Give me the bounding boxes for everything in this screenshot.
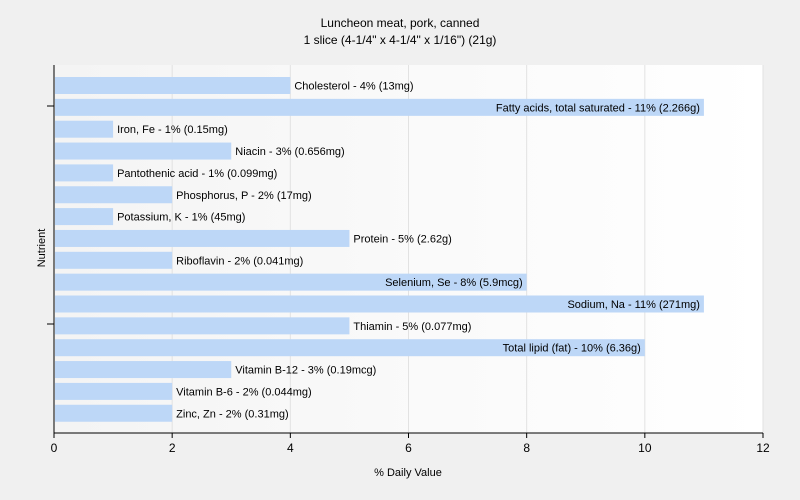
- chart-subtitle: 1 slice (4-1/4" x 4-1/4" x 1/16") (21g): [304, 33, 497, 47]
- bar-label: Protein - 5% (2.62g): [353, 233, 451, 245]
- x-tick-label: 6: [405, 441, 412, 455]
- bar: [55, 382, 173, 400]
- bar: [55, 404, 173, 422]
- bar-label: Pantothenic acid - 1% (0.099mg): [117, 168, 277, 180]
- bar: [55, 361, 232, 379]
- bar: [55, 142, 232, 160]
- bar-label: Potassium, K - 1% (45mg): [117, 212, 245, 224]
- x-axis-label: % Daily Value: [374, 467, 442, 479]
- x-tick-label: 8: [523, 441, 530, 455]
- bar: [55, 120, 114, 138]
- x-tick-label: 0: [51, 441, 58, 455]
- bar-label: Selenium, Se - 8% (5.9mcg): [385, 277, 523, 289]
- bar-label: Zinc, Zn - 2% (0.31mg): [176, 408, 288, 420]
- bar: [55, 339, 645, 357]
- bar-label: Riboflavin - 2% (0.041mg): [176, 255, 303, 267]
- axes: 0 2 4 6 8 10 12: [47, 65, 770, 455]
- bar: [55, 295, 704, 313]
- bar: [55, 317, 350, 335]
- chart-title: Luncheon meat, pork, canned: [321, 16, 480, 30]
- bar: [55, 164, 114, 182]
- x-tick-label: 10: [638, 441, 652, 455]
- bar-label: Cholesterol - 4% (13mg): [294, 81, 413, 93]
- bar: [55, 98, 704, 116]
- x-tick-label: 4: [287, 441, 294, 455]
- x-tick-label: 12: [756, 441, 770, 455]
- bar-label: Iron, Fe - 1% (0.15mg): [117, 124, 228, 136]
- bar: [55, 77, 291, 94]
- bars-group: Cholesterol - 4% (13mg) Fatty acids, tota…: [55, 77, 704, 422]
- bar-label: Total lipid (fat) - 10% (6.36g): [503, 343, 641, 355]
- bar-label: Vitamin B-6 - 2% (0.044mg): [176, 386, 312, 398]
- x-tick-label: 2: [169, 441, 176, 455]
- bar-label: Sodium, Na - 11% (271mg): [567, 299, 699, 311]
- grid-lines: [171, 65, 764, 433]
- bar: [55, 208, 114, 226]
- bar-label: Fatty acids, total saturated - 11% (2.26…: [496, 102, 700, 114]
- y-axis-label: Nutrient: [36, 229, 48, 268]
- bar-label: Phosphorus, P - 2% (17mg): [176, 190, 312, 202]
- bar: [55, 186, 173, 204]
- bar: [55, 229, 350, 247]
- bar-label: Niacin - 3% (0.656mg): [235, 146, 344, 158]
- bar-label: Thiamin - 5% (0.077mg): [353, 321, 471, 333]
- bar: [55, 273, 527, 291]
- bar-label: Vitamin B-12 - 3% (0.19mcg): [235, 365, 376, 377]
- bar: [55, 251, 173, 269]
